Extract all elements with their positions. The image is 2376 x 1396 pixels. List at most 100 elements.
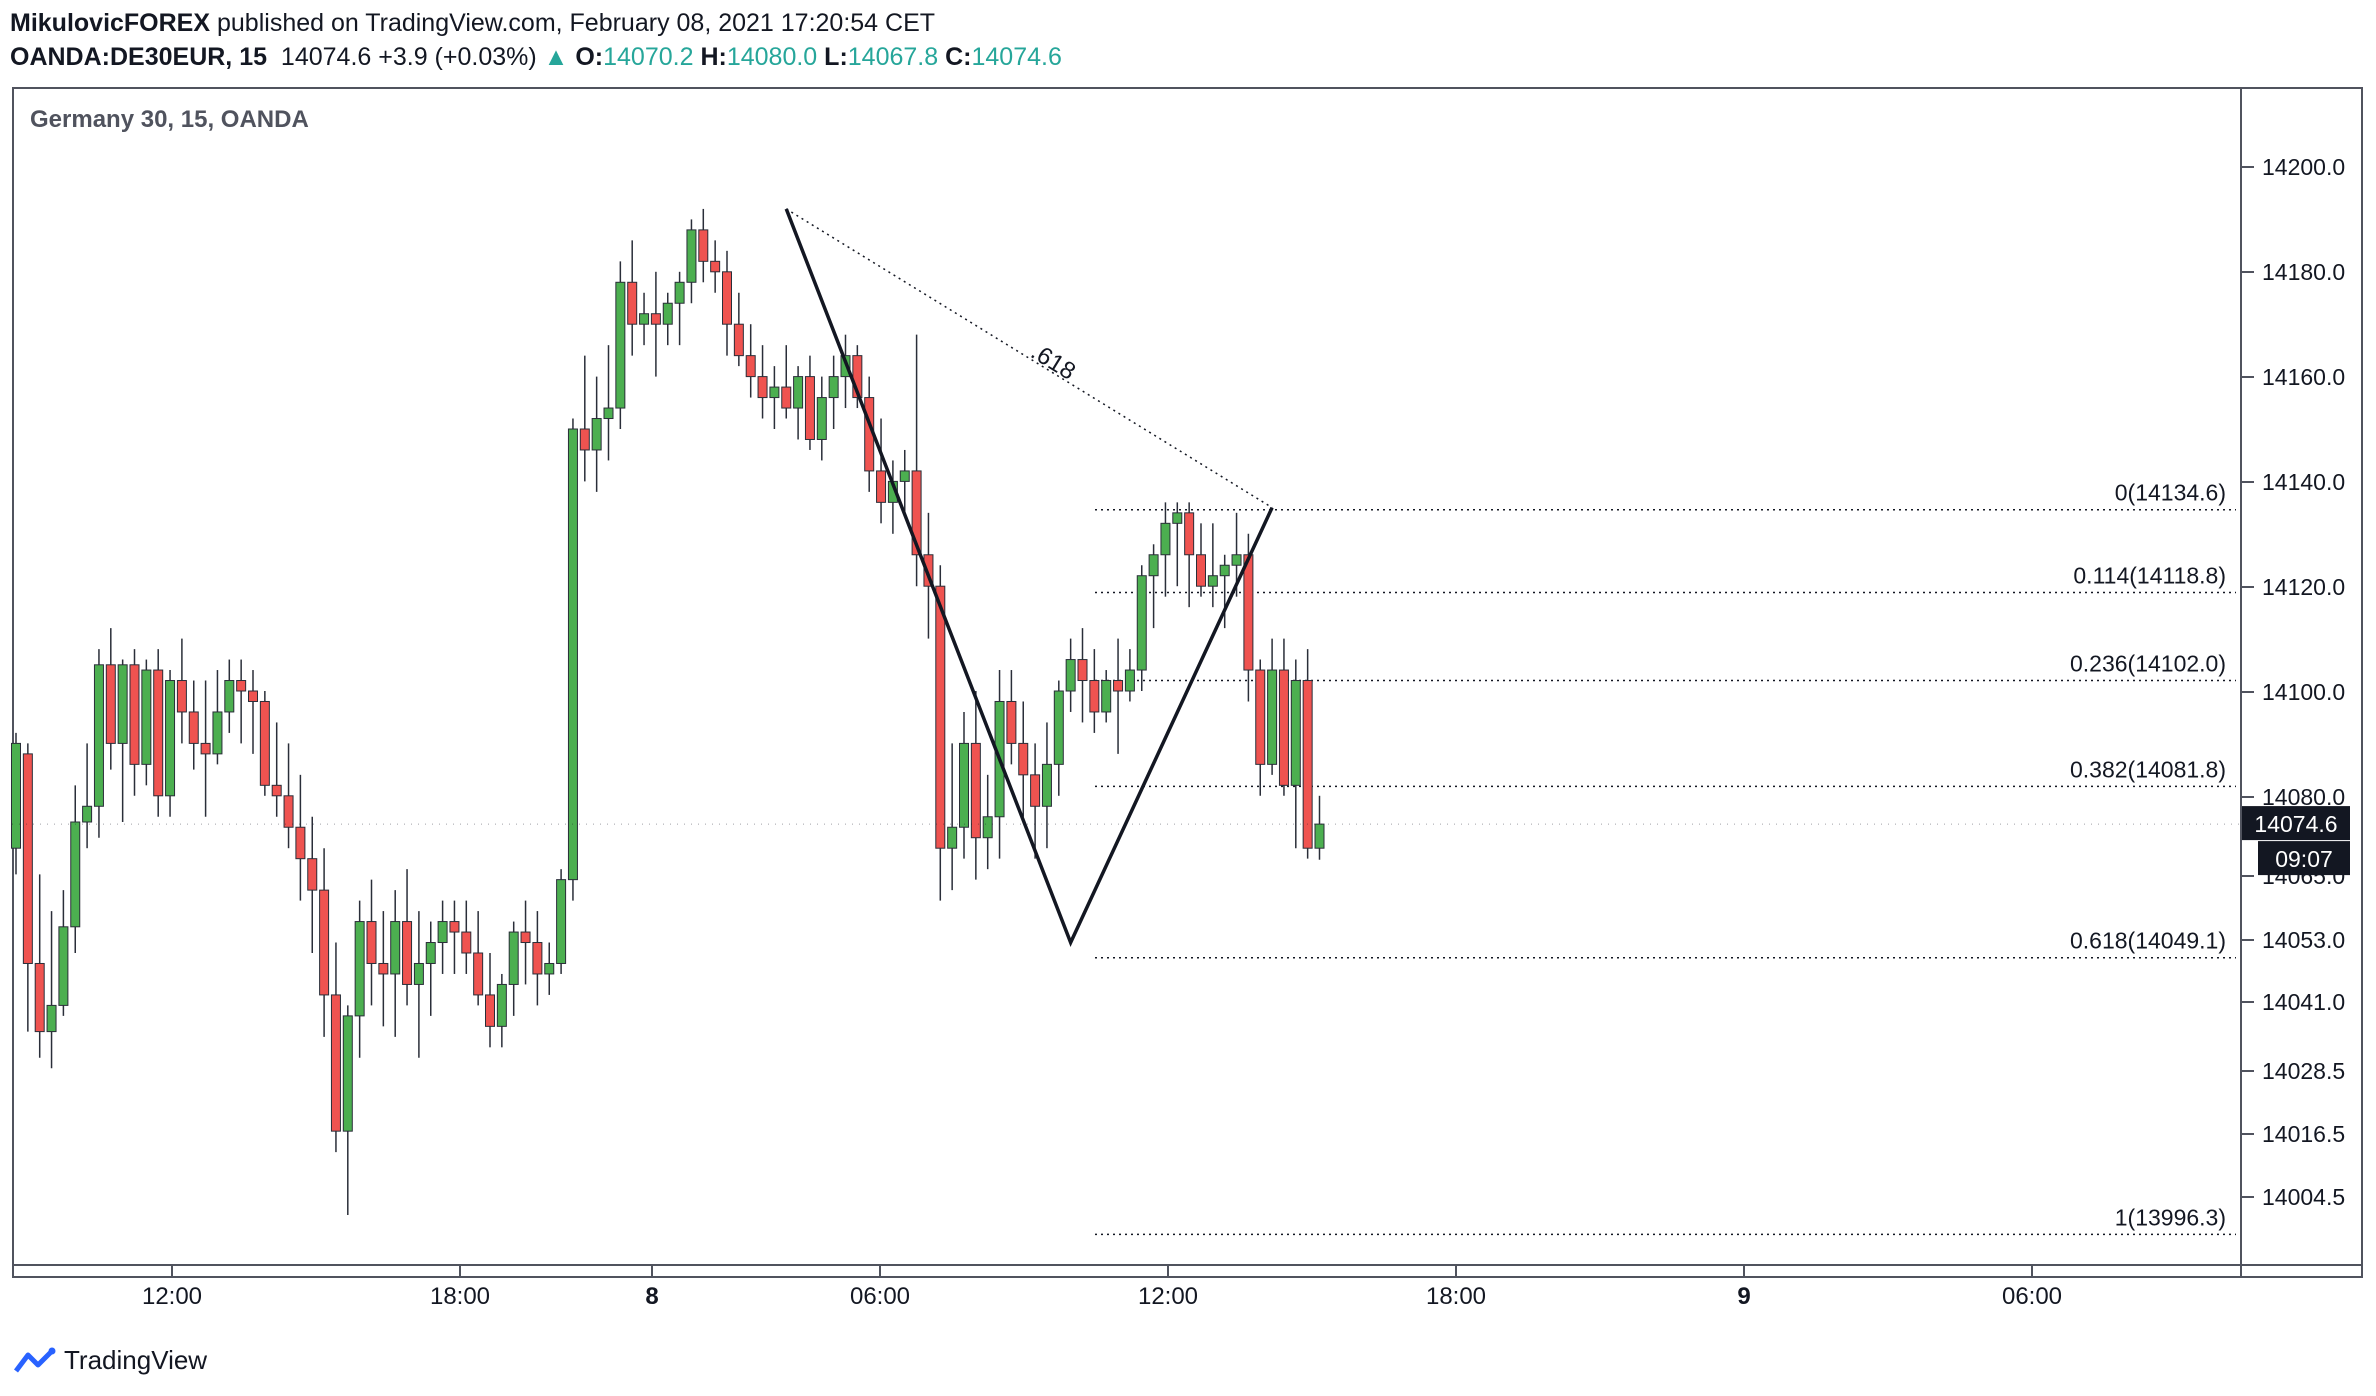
candle-down — [461, 931, 472, 954]
candle-up — [437, 921, 448, 944]
candle-down — [236, 680, 247, 692]
candle-down — [330, 994, 341, 1132]
candle-down — [1302, 680, 1313, 849]
candle-up — [959, 742, 969, 828]
candle-up — [639, 313, 650, 325]
time-tick-label: 18:00 — [430, 1283, 490, 1310]
last-price: 14074.6 — [280, 43, 372, 71]
candle-down — [248, 690, 258, 702]
candle-down — [1243, 554, 1254, 671]
candle-down — [710, 260, 721, 273]
candle-down — [1030, 774, 1041, 807]
candle-down — [449, 921, 460, 933]
candle-up — [591, 418, 602, 451]
candle-down — [271, 784, 282, 797]
tradingview-logo-icon — [14, 1347, 56, 1372]
chart-title: Germany 30, 15, OANDA — [30, 106, 309, 133]
candle-down — [935, 585, 946, 849]
candle-down — [200, 742, 211, 755]
candle-up — [93, 664, 104, 807]
candle-up — [1041, 763, 1052, 807]
candle-up — [1065, 659, 1076, 692]
candle-down — [970, 742, 981, 839]
candle-up — [354, 921, 365, 1017]
candle-down — [366, 921, 377, 964]
candle-down — [283, 795, 294, 828]
candle-up — [544, 962, 555, 975]
candle-up — [899, 470, 910, 482]
up-arrow-icon: ▲ — [543, 43, 569, 71]
candle-down — [188, 711, 199, 744]
candle-down — [1018, 742, 1029, 776]
change-value: +3.9 (+0.03%) ▲ — [378, 43, 569, 71]
candle-up — [224, 680, 235, 713]
candle-up — [1219, 564, 1230, 577]
candle-up — [1207, 575, 1218, 587]
candle-up — [117, 664, 128, 744]
candle-up — [425, 942, 436, 964]
price-tick-label: 14028.5 — [2262, 1058, 2345, 1084]
candle-up — [816, 397, 827, 440]
candle-down — [153, 669, 164, 797]
candle-up — [82, 805, 93, 823]
price-axis-separator — [2240, 87, 2242, 1278]
chart-frame — [12, 87, 2363, 1278]
candle-down — [1255, 669, 1266, 765]
candle-up — [662, 302, 673, 325]
candle-up — [556, 879, 567, 964]
author-name[interactable]: MikulovicFOREX — [10, 9, 211, 37]
candle-down — [378, 962, 389, 975]
candle-up — [947, 826, 958, 849]
candle-up — [1160, 522, 1171, 556]
candle-down — [579, 428, 590, 451]
candle-up — [769, 386, 780, 399]
countdown-tag-label: 09:07 — [2275, 846, 2333, 872]
candle-down — [1077, 659, 1088, 682]
candle-down — [757, 376, 768, 399]
published-text: published on TradingView.com, February 0… — [210, 9, 936, 37]
candle-down — [485, 994, 495, 1027]
publish-info: MikulovicFOREX published on TradingView.… — [10, 8, 935, 38]
symbol-name: OANDA:DE30EUR, 15 — [10, 43, 268, 71]
candle-up — [686, 229, 697, 283]
candle-up — [1148, 554, 1159, 577]
price-tick-label: 14004.5 — [2262, 1184, 2345, 1210]
candle-down — [804, 376, 815, 440]
candle-up — [615, 281, 626, 409]
candle-down — [1184, 512, 1195, 556]
candle-down — [722, 271, 732, 325]
candle-up — [828, 376, 839, 399]
price-tick-label: 14160.0 — [2262, 364, 2345, 390]
candle-up — [342, 1015, 353, 1132]
candle-up — [70, 821, 81, 928]
time-tick-label: 12:00 — [142, 1283, 202, 1310]
candle-down — [733, 323, 744, 357]
time-axis-separator — [12, 1264, 2363, 1266]
price-tick-label: 14053.0 — [2262, 927, 2345, 953]
candle-down — [876, 470, 887, 503]
candle-down — [1006, 700, 1017, 744]
price-tick-label: 14200.0 — [2262, 154, 2345, 180]
candle-up — [390, 921, 401, 975]
fib-level-label: 0.382(14081.8) — [2070, 756, 2226, 782]
candle-up — [141, 669, 152, 765]
candle-up — [496, 983, 507, 1027]
abc-pattern-line — [784, 208, 1274, 947]
price-tick-label: 14100.0 — [2262, 679, 2345, 705]
price-tick-label: 14016.5 — [2262, 1121, 2345, 1147]
candle-down — [911, 470, 922, 556]
candle-up — [793, 376, 804, 409]
candle-up — [1231, 554, 1242, 566]
high-label: H: — [700, 43, 727, 71]
footer-brand[interactable]: TradingView — [64, 1345, 208, 1375]
fib-level-label: 0.236(14102.0) — [2070, 651, 2226, 677]
candle-up — [508, 931, 519, 985]
ratio-annotation: .618 — [1026, 338, 1080, 385]
candle-down — [22, 753, 33, 964]
fib-level-label: 1(13996.3) — [2115, 1204, 2226, 1230]
candle-down — [402, 921, 413, 985]
last-price-tag — [2242, 806, 2350, 841]
candle-up — [1314, 823, 1325, 849]
candle-down — [34, 962, 45, 1033]
